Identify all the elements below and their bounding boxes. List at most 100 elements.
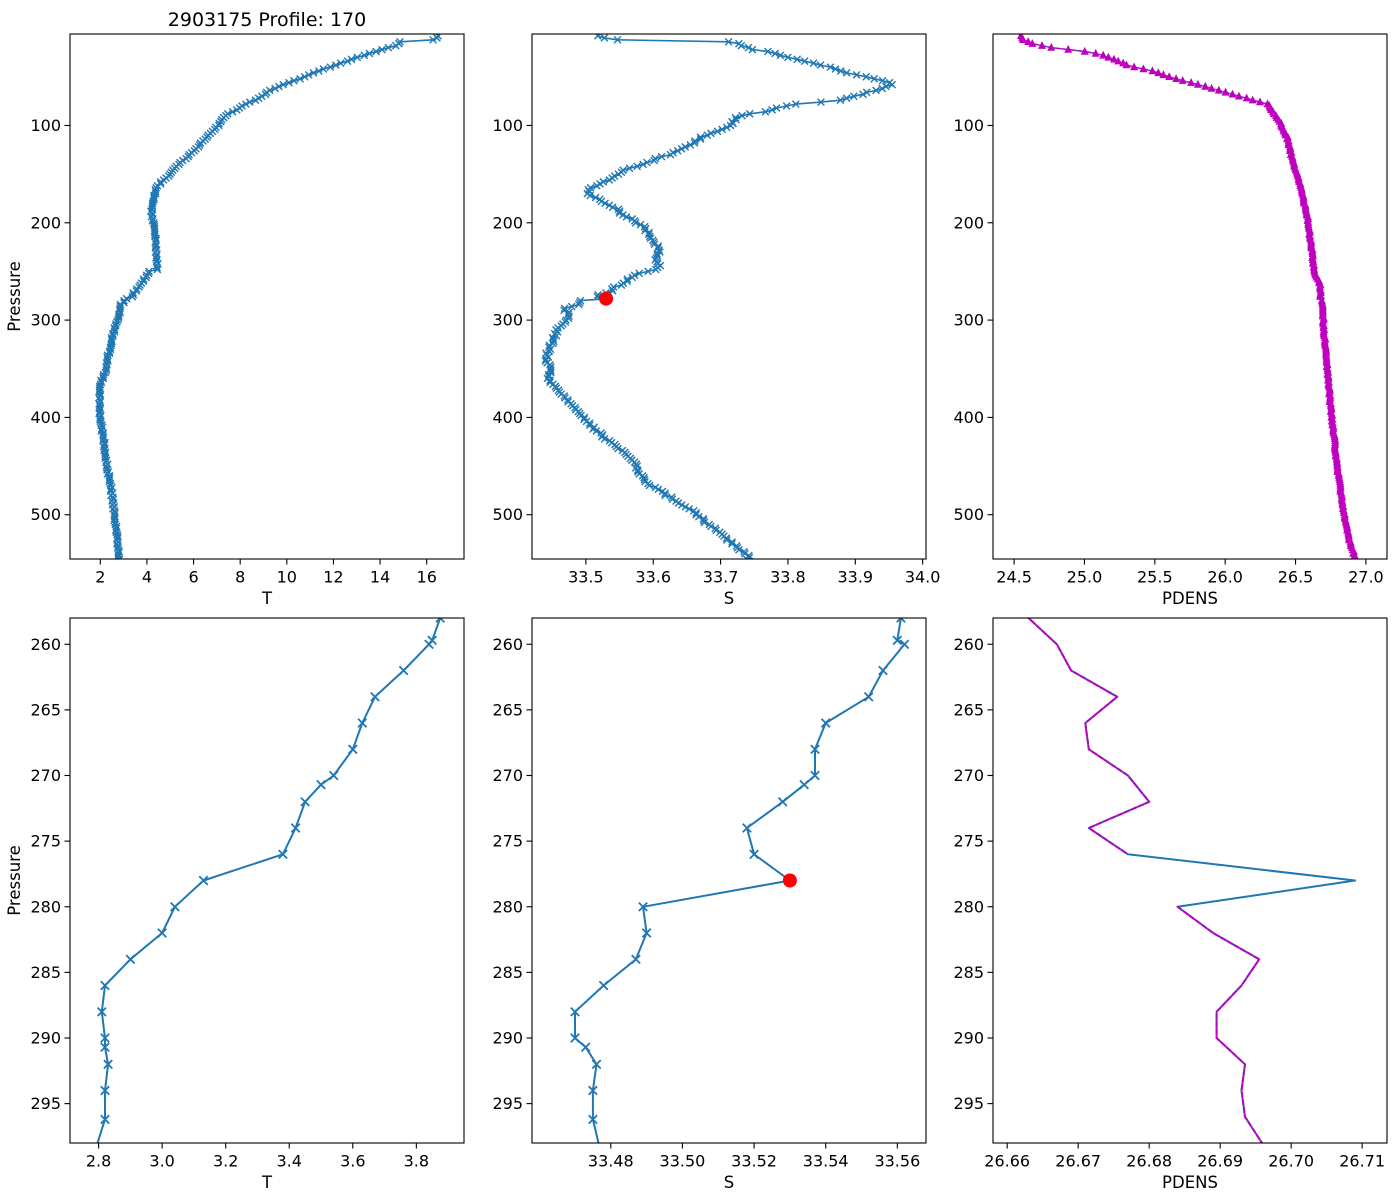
- x-axis-label: T: [261, 1173, 273, 1192]
- figure-title: 2903175 Profile: 170: [168, 9, 366, 31]
- y-tick-label: 500: [492, 505, 523, 524]
- axis-spines: [531, 617, 927, 1144]
- y-tick-label: 200: [953, 213, 984, 232]
- x-tick-label: 34.0: [905, 568, 941, 587]
- y-tick-label: 100: [30, 116, 61, 135]
- y-tick-label: 300: [953, 311, 984, 330]
- y-tick-label: 265: [953, 700, 984, 719]
- subplot-s-full: 33.5 33.6 33.7 33.8 33.9 34.0 100 200 300 400 500 S: [492, 33, 941, 608]
- x-tick-label: 3.2: [213, 1152, 238, 1171]
- pdens-dashed-flag-removed-line: [1020, 35, 1322, 298]
- y-tick-label: 275: [30, 832, 61, 851]
- y-tick-label: 280: [953, 897, 984, 916]
- y-tick-label: 265: [30, 700, 61, 719]
- x-tick-label: 3.6: [340, 1152, 365, 1171]
- y-tick-label: 400: [953, 408, 984, 427]
- x-tick-label: 2.8: [86, 1152, 111, 1171]
- x-axis-label: S: [724, 589, 734, 608]
- temperature-profile-line: [98, 35, 439, 559]
- x-tick-label: 24.5: [996, 568, 1032, 587]
- x-tick-label: 3.4: [277, 1152, 302, 1171]
- y-tick-label: 285: [953, 963, 984, 982]
- temperature-zoom-line: [96, 618, 442, 1143]
- pdens-zoom-line-with-spike-line: [1027, 618, 1357, 1143]
- y-tick-label: 270: [30, 766, 61, 785]
- y-tick-label: 300: [30, 311, 61, 330]
- y-tick-label: 300: [492, 311, 523, 330]
- x-tick-label: 33.8: [770, 568, 806, 587]
- x-tick-label: 26.5: [1278, 568, 1314, 587]
- y-tick-label: 295: [953, 1094, 984, 1113]
- pdens-dashed-flag-removed-markers: [1016, 34, 1359, 559]
- plot-area-s-full: [541, 34, 897, 559]
- y-tick-label: 270: [953, 766, 984, 785]
- y-tick-label: 200: [492, 213, 523, 232]
- x-tick-label: 16: [417, 568, 437, 587]
- plot-area-t-zoom: [96, 618, 446, 1143]
- x-tick-label: 12: [323, 568, 343, 587]
- y-tick-label: 100: [953, 116, 984, 135]
- y-tick-label: 290: [953, 1029, 984, 1048]
- x-tick-label: 8: [235, 568, 245, 587]
- axis-spines: [69, 33, 465, 560]
- x-tick-label: 3.8: [404, 1152, 429, 1171]
- y-tick-label: 260: [30, 635, 61, 654]
- salinity-zoom-line: [574, 618, 906, 1143]
- x-tick-label: 27.0: [1348, 568, 1384, 587]
- y-tick-label: 265: [492, 700, 523, 719]
- plot-area-t-full: [94, 34, 442, 559]
- y-tick-label: 400: [30, 408, 61, 427]
- y-axis-label: Pressure: [5, 261, 24, 331]
- x-tick-label: 33.9: [837, 568, 873, 587]
- y-tick-label: 295: [30, 1094, 61, 1113]
- y-tick-label: 500: [953, 505, 984, 524]
- y-tick-label: 100: [492, 116, 523, 135]
- y-tick-label: 290: [492, 1029, 523, 1048]
- x-tick-label: 26.67: [1055, 1152, 1101, 1171]
- y-tick-label: 500: [30, 505, 61, 524]
- x-tick-label: 25.0: [1067, 568, 1103, 587]
- pdens-line-with-spike-line: [1020, 35, 1357, 559]
- temperature-zoom-markers: [96, 618, 446, 1125]
- x-tick-label: 33.5: [568, 568, 604, 587]
- y-tick-label: 280: [492, 897, 523, 916]
- y-tick-label: 270: [492, 766, 523, 785]
- x-axis-label: PDENS: [1162, 1173, 1218, 1192]
- salinity-profile-markers: [541, 34, 897, 559]
- subplot-t-zoom: 2.8 3.0 3.2 3.4 3.6 3.8 260 265 270 275 280 285 290 2…: [5, 617, 465, 1192]
- subplot-pdens-full: 24.5 25.0 25.5 26.0 26.5 27.0 100 200 300 400 500 P…: [953, 33, 1388, 608]
- plot-area-s-zoom: [570, 618, 910, 1143]
- x-tick-label: 26.66: [984, 1152, 1030, 1171]
- x-tick-label: 10: [277, 568, 297, 587]
- y-axis-label: Pressure: [5, 845, 24, 915]
- x-tick-label: 4: [142, 568, 152, 587]
- pdens-zoom-dashed-flag-removed-line: [1176, 905, 1264, 1143]
- x-axis-label: T: [261, 589, 273, 608]
- x-tick-label: 26.69: [1197, 1152, 1243, 1171]
- y-tick-label: 260: [492, 635, 523, 654]
- x-tick-label: 33.7: [703, 568, 739, 587]
- x-tick-label: 3.0: [149, 1152, 174, 1171]
- plot-area-pdens-full: [1016, 34, 1359, 559]
- x-tick-label: 33.48: [588, 1152, 634, 1171]
- y-tick-label: 200: [30, 213, 61, 232]
- x-tick-label: 33.50: [660, 1152, 706, 1171]
- y-tick-label: 400: [492, 408, 523, 427]
- x-tick-label: 33.6: [635, 568, 671, 587]
- axis-spines: [992, 617, 1388, 1144]
- x-axis-label: PDENS: [1162, 589, 1218, 608]
- x-tick-label: 25.5: [1137, 568, 1173, 587]
- flagged-point-marker: [782, 873, 797, 888]
- x-tick-label: 26.70: [1268, 1152, 1314, 1171]
- x-tick-label: 26.68: [1126, 1152, 1172, 1171]
- x-tick-label: 2: [95, 568, 105, 587]
- temperature-profile-markers: [94, 34, 442, 559]
- y-tick-label: 285: [30, 963, 61, 982]
- axis-spines: [992, 33, 1388, 560]
- subplot-t-full: 2 4 6 8 10 12 14 16 100 200 300 400 500 T Pressure: [5, 33, 465, 608]
- x-tick-label: 33.52: [731, 1152, 777, 1171]
- subplot-s-zoom: 33.48 33.50 33.52 33.54 33.56 260 265 270 275 280…: [492, 617, 927, 1192]
- salinity-zoom-markers: [570, 618, 910, 1125]
